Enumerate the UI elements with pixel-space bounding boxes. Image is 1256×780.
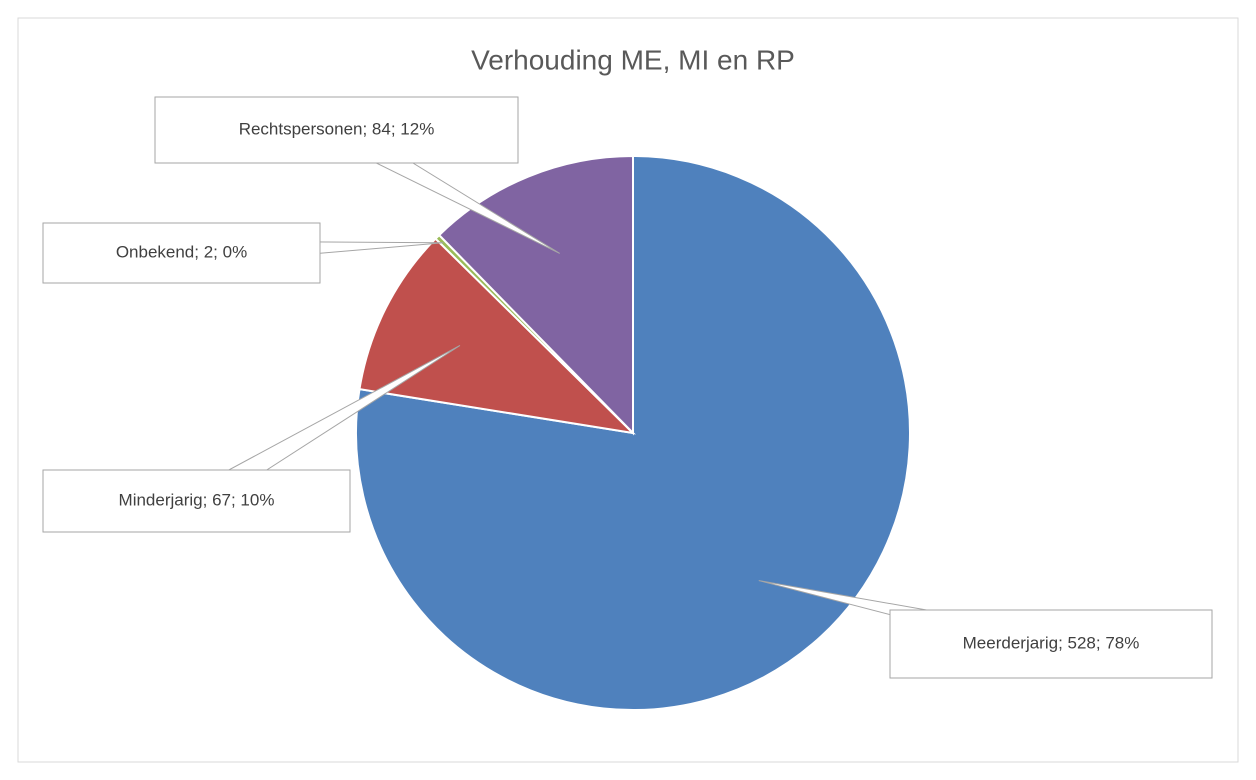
pie-slice — [358, 237, 636, 435]
data-label: Rechtspersonen; 84; 12% — [239, 119, 435, 138]
data-label: Meerderjarig; 528; 78% — [963, 633, 1140, 652]
pie-slice — [437, 154, 634, 436]
callout-box — [154, 96, 519, 164]
chart-title: Verhouding ME, MI en RP — [471, 44, 795, 75]
pie-slice — [355, 154, 911, 711]
callout-box — [42, 469, 351, 533]
callout-box — [889, 609, 1213, 679]
callout-box — [42, 222, 321, 284]
data-label: Minderjarig; 67; 10% — [119, 490, 275, 509]
data-label: Onbekend; 2; 0% — [116, 242, 247, 261]
